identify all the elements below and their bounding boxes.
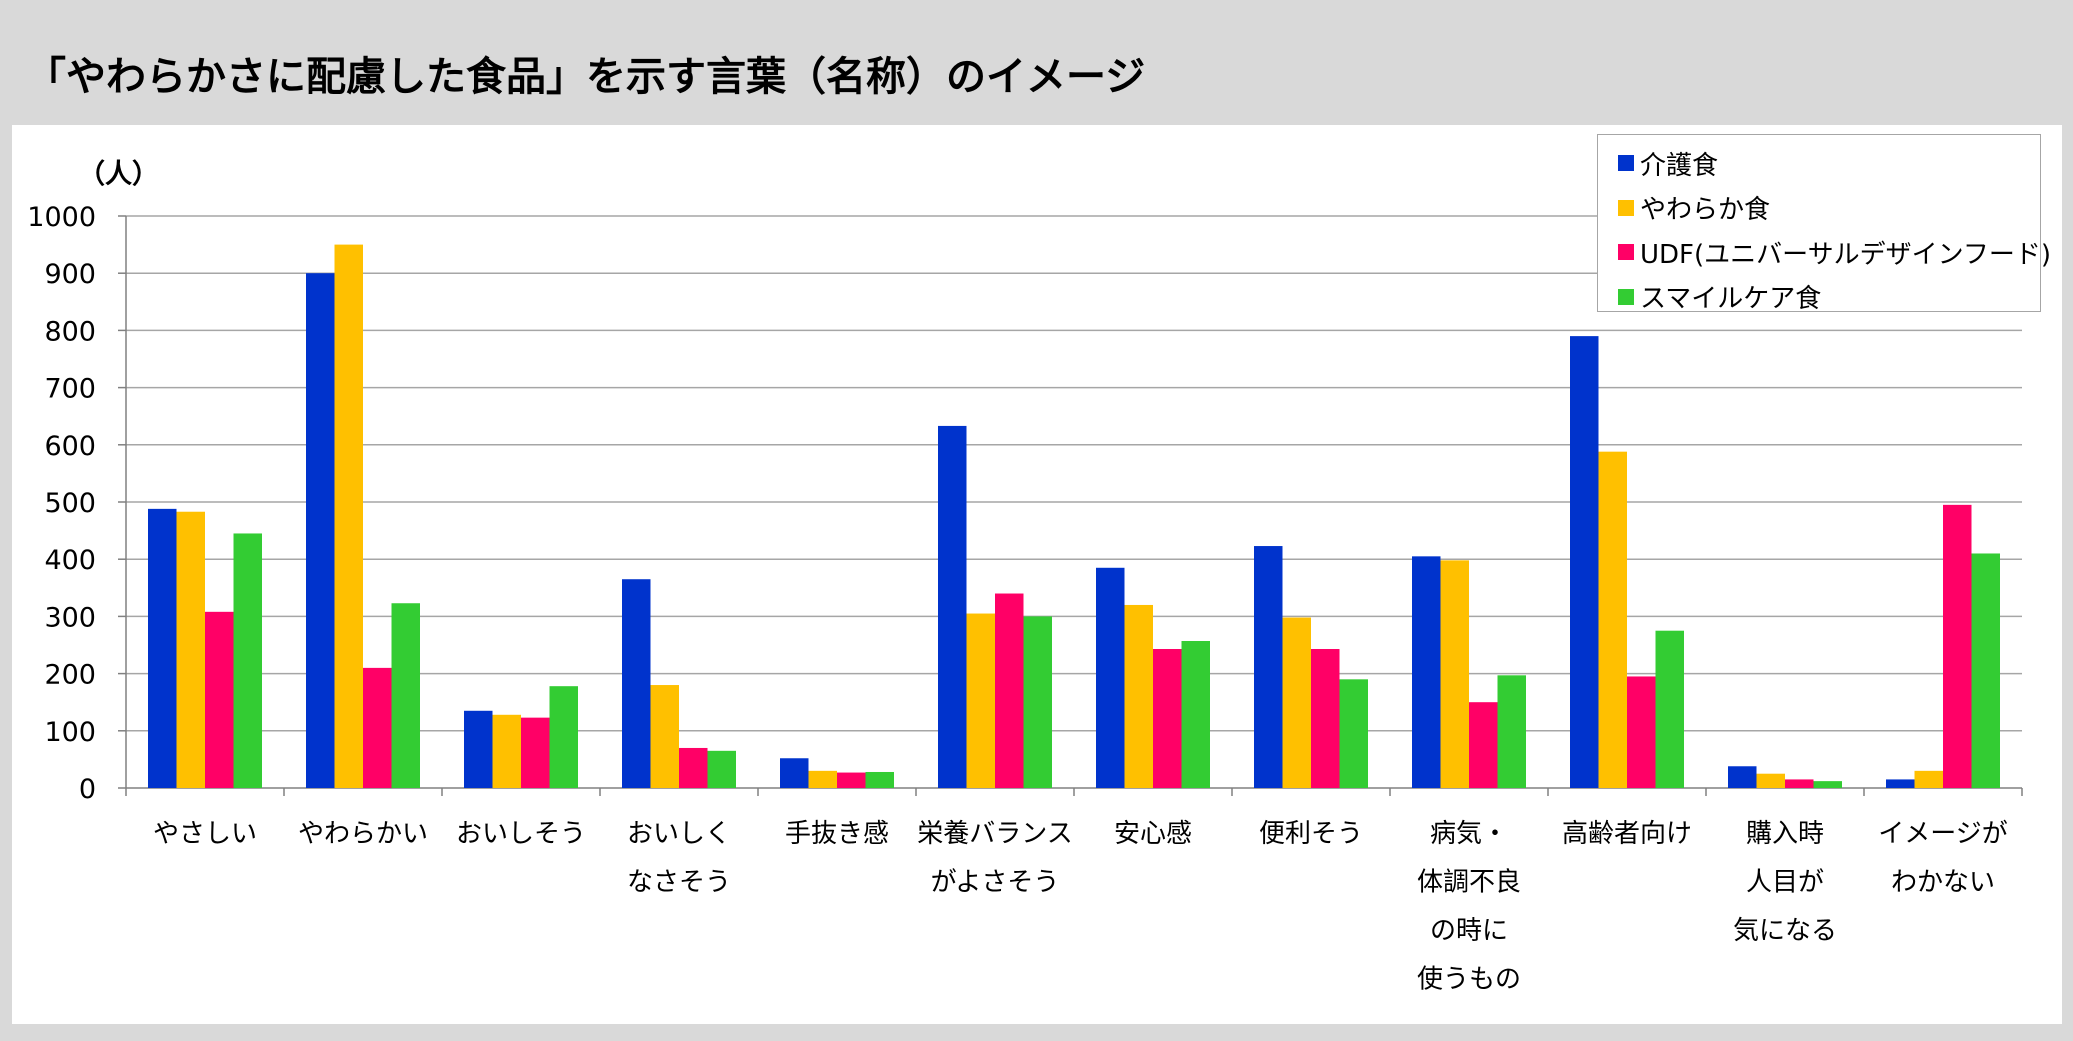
bar: [1756, 773, 1785, 788]
x-tick-label: わかない: [1891, 868, 1995, 898]
x-tick-label: 安心感: [1114, 819, 1192, 849]
y-tick-label: 900: [44, 259, 96, 290]
legend-item-yawaraka: やわらか食: [1618, 186, 2040, 231]
bar: [1469, 702, 1498, 788]
bar: [1655, 630, 1684, 788]
bar: [1096, 567, 1125, 788]
bar: [1440, 560, 1469, 788]
x-tick-label: 病気・: [1430, 819, 1508, 849]
x-tick-label: 栄養バランス: [917, 819, 1072, 849]
x-tick-label: 人目が: [1746, 868, 1824, 898]
bar: [464, 710, 493, 788]
y-tick-label: 1000: [27, 202, 96, 233]
bar: [1153, 649, 1182, 788]
bar: [679, 747, 708, 788]
y-tick-label: 200: [44, 660, 96, 691]
bar: [1943, 504, 1972, 788]
y-tick-label: 700: [44, 374, 96, 405]
x-tick-label: 手抜き感: [785, 819, 889, 849]
x-tick-label: なさそう: [627, 868, 731, 898]
bar: [334, 244, 363, 789]
x-tick-label: おいしそう: [456, 819, 586, 849]
bar: [1124, 604, 1153, 788]
bar: [1971, 553, 2000, 788]
bar: [1785, 779, 1814, 788]
bar: [1598, 451, 1627, 788]
bar: [995, 593, 1024, 788]
bar: [492, 714, 521, 788]
bar: [1813, 781, 1842, 788]
legend-label: UDF(ユニバーサルデザインフード): [1640, 239, 2051, 270]
x-tick-label: の時に: [1430, 916, 1508, 946]
x-tick-label: 体調不良: [1417, 868, 1521, 898]
bar: [1497, 675, 1526, 788]
legend-item-kaigo: 介護食: [1618, 141, 2040, 186]
legend-item-udf: UDF(ユニバーサルデザインフード): [1618, 230, 2051, 275]
y-tick-label: 600: [44, 431, 96, 462]
x-tick-label: やわらかい: [298, 819, 428, 849]
bar: [1181, 640, 1210, 788]
x-tick-label: 便利そう: [1259, 819, 1363, 849]
bar: [780, 758, 809, 788]
page-title: 「やわらかさに配慮した食品」を示す言葉（名称）のイメージ: [26, 54, 1146, 100]
bar: [650, 685, 679, 788]
bar: [1023, 616, 1052, 788]
bar: [938, 425, 967, 788]
y-axis-label: （人）: [78, 159, 159, 190]
y-tick-label: 300: [44, 602, 96, 633]
bar: [622, 579, 651, 788]
y-tick-label: 400: [44, 545, 96, 576]
x-tick-label: 高齢者向け: [1562, 819, 1692, 849]
bar: [306, 273, 335, 788]
legend-label: 介護食: [1640, 150, 1719, 181]
bar: [1311, 649, 1340, 788]
bar: [521, 717, 550, 788]
bar: [1728, 766, 1757, 788]
bar: [865, 771, 894, 788]
bar: [1570, 336, 1599, 788]
y-tick-label: 0: [79, 774, 96, 805]
bar: [1282, 617, 1311, 788]
legend-swatch: [1618, 244, 1634, 261]
bar: [966, 613, 995, 788]
bar: [1627, 676, 1656, 788]
legend-swatch: [1618, 155, 1634, 172]
legend-swatch: [1618, 199, 1634, 216]
bar: [1254, 546, 1283, 788]
bar: [148, 508, 177, 788]
x-tick-label: おいしく: [627, 819, 731, 849]
bar: [549, 686, 578, 788]
x-tick-label: イメージが: [1878, 819, 2007, 849]
bar: [363, 667, 392, 788]
legend-swatch: [1618, 288, 1634, 305]
bar: [1339, 679, 1368, 788]
chart-legend: 介護食 やわらか食 UDF(ユニバーサルデザインフード) スマイルケア食: [1597, 134, 2051, 314]
bar: [233, 533, 262, 788]
legend-label: スマイルケア食: [1640, 284, 1822, 315]
bar: [837, 772, 866, 788]
bar: [176, 511, 205, 788]
bar: [808, 770, 837, 788]
legend-label: やわらか食: [1640, 195, 1771, 226]
bar: [1886, 779, 1915, 788]
x-tick-label: 使うもの: [1417, 965, 1521, 995]
bar: [391, 603, 420, 788]
bar: [1914, 770, 1943, 788]
bar: [1412, 556, 1441, 788]
y-tick-label: 100: [44, 717, 96, 748]
x-tick-label: 購入時: [1746, 819, 1824, 849]
legend-item-smilecare: スマイルケア食: [1618, 275, 2040, 320]
x-tick-label: 気になる: [1733, 916, 1837, 946]
x-tick-label: やさしい: [153, 819, 257, 849]
y-tick-label: 800: [44, 316, 96, 347]
bar: [707, 750, 736, 788]
bar: [205, 611, 234, 788]
y-tick-label: 500: [44, 488, 96, 519]
x-tick-label: がよさそう: [931, 868, 1060, 898]
